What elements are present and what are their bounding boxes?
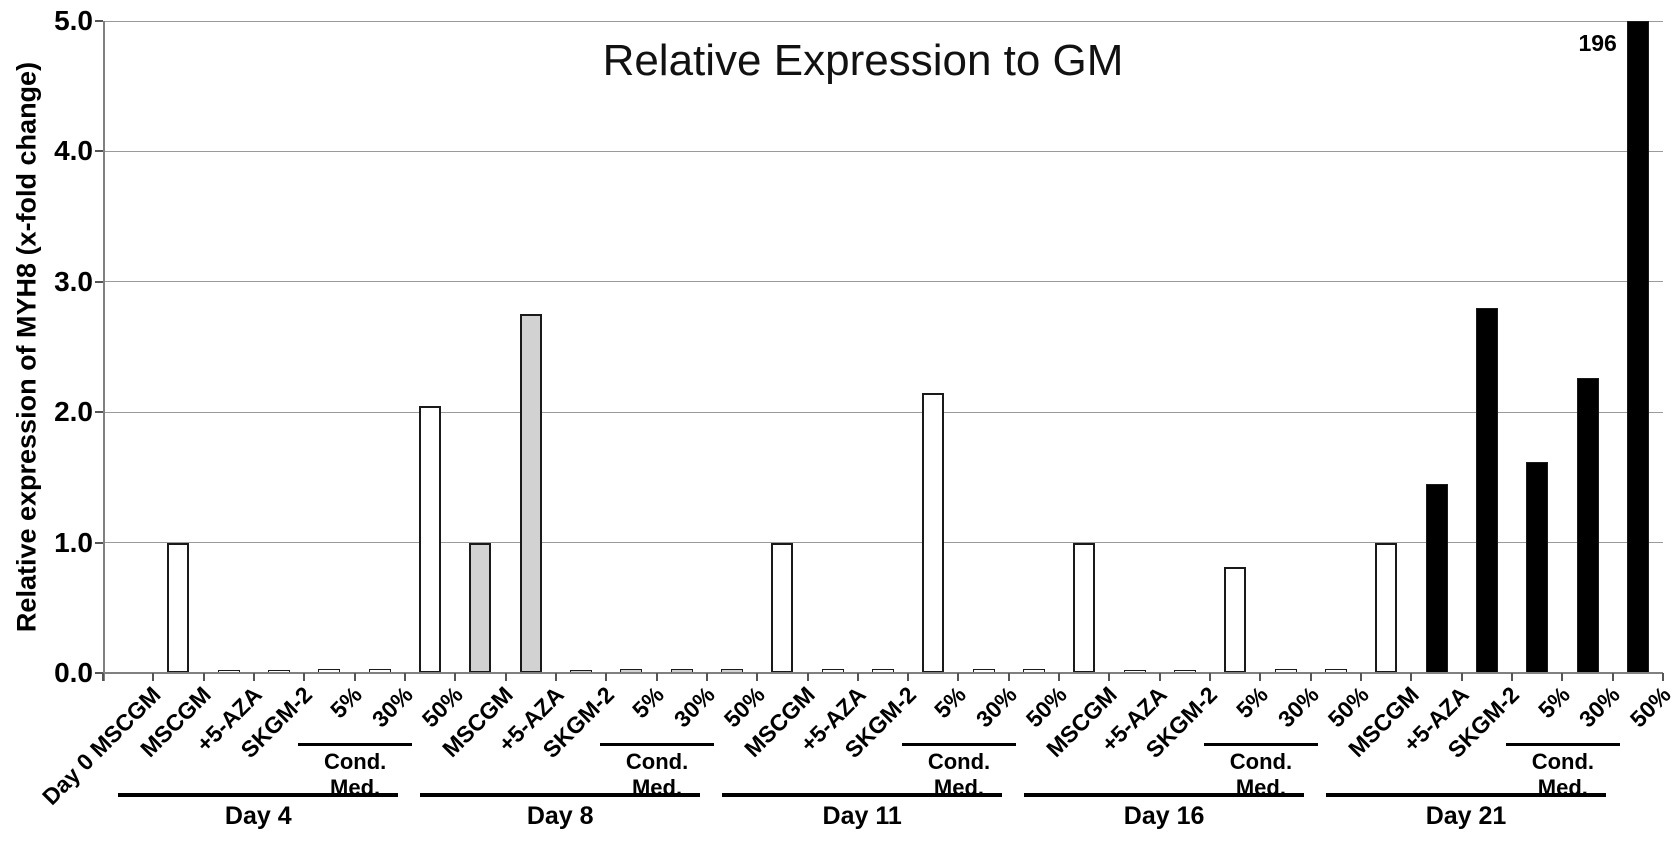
day-bracket-day-16 — [1024, 793, 1305, 797]
y-tick-label-5.0: 5.0 — [54, 5, 93, 36]
x-label-day-4-5: 5% — [325, 681, 368, 724]
day-bracket-day-11 — [722, 793, 1003, 797]
x-axis-tick — [705, 673, 708, 681]
day-label-day-16: Day 16 — [1123, 802, 1205, 830]
y-axis-tick-3.0 — [95, 280, 103, 283]
bar-day-8-mscgm — [469, 542, 492, 673]
bar-day-21-30 — [1576, 378, 1599, 673]
x-label-day-16-30: 30% — [1272, 681, 1324, 733]
bar-day-21-skgm-2 — [1475, 307, 1498, 673]
x-axis-tick — [1410, 673, 1413, 681]
bar-day-16-5 — [1224, 567, 1247, 673]
x-axis-tick — [303, 673, 306, 681]
y-tick-label-2.0: 2.0 — [54, 396, 93, 428]
x-label-day-11-30: 30% — [970, 681, 1022, 733]
x-axis-tick — [252, 673, 255, 681]
x-axis-tick — [1058, 673, 1061, 681]
x-axis-tick — [1611, 673, 1614, 681]
day-label-day-11: Day 11 — [822, 802, 902, 830]
y-tick-label-0.0: 0.0 — [54, 657, 93, 688]
x-axis-tick — [403, 673, 406, 681]
gridline-1.0 — [103, 542, 1663, 544]
x-label-day-8-30: 30% — [668, 681, 720, 733]
bar-day-8-5-aza — [519, 314, 542, 673]
x-label-day-11-5: 5% — [929, 681, 972, 724]
x-axis-tick — [1007, 673, 1010, 681]
x-label-day-16-5: 5% — [1231, 681, 1273, 724]
x-axis-tick — [1259, 673, 1262, 681]
day-label-day-8: Day 8 — [526, 802, 594, 830]
day-bracket-day-21 — [1326, 793, 1606, 797]
off-scale-value-label: 196 — [1578, 30, 1617, 56]
day-bracket-day-4 — [118, 793, 399, 797]
x-label-day-21-50: 50% — [1624, 681, 1676, 733]
y-tick-label-4.0: 4.0 — [54, 135, 93, 167]
day-bracket-day-8 — [420, 793, 701, 797]
y-axis-tick-0.0 — [95, 672, 103, 674]
x-label-day-8-5: 5% — [627, 681, 670, 724]
bar-day-16-mscgm — [1073, 542, 1096, 673]
x-axis-tick — [504, 673, 507, 681]
x-axis-tick — [1108, 673, 1111, 681]
x-label-day-21-30: 30% — [1574, 681, 1626, 733]
x-label-day-4-30: 30% — [366, 681, 418, 733]
x-axis-tick — [1662, 673, 1664, 681]
cond-med-bracket-day-4 — [298, 743, 412, 746]
x-axis-tick — [1511, 673, 1514, 681]
x-axis-tick — [454, 673, 457, 681]
cond-med-bracket-day-21 — [1506, 743, 1620, 746]
cond-med-bracket-day-16 — [1204, 743, 1318, 746]
gridline-2.0 — [103, 411, 1663, 413]
bar-day-21-5-aza — [1425, 483, 1448, 673]
day-label-day-4: Day 4 — [224, 802, 292, 830]
x-axis-tick — [202, 673, 205, 681]
x-axis-tick — [1360, 673, 1363, 681]
x-axis-tick — [605, 673, 608, 681]
y-axis-tick-5.0 — [95, 20, 103, 22]
gridline-3.0 — [103, 281, 1663, 283]
gridline-4.0 — [103, 150, 1663, 152]
bar-day-11-mscgm — [771, 542, 794, 673]
y-axis-tick-4.0 — [95, 150, 103, 153]
gridline-5.0 — [103, 20, 1663, 22]
x-axis-tick — [957, 673, 960, 681]
x-label-day-21-5: 5% — [1532, 681, 1575, 724]
y-tick-label-1.0: 1.0 — [54, 526, 93, 558]
y-axis-tick-2.0 — [95, 411, 103, 414]
x-axis-tick — [756, 673, 759, 681]
bar-day-21-50 — [1626, 21, 1649, 673]
cond-med-bracket-day-8 — [600, 743, 714, 746]
bar-day-4-50 — [419, 405, 442, 673]
y-axis-line — [103, 21, 105, 681]
x-axis-tick — [102, 673, 104, 681]
x-axis-tick — [1209, 673, 1212, 681]
x-axis-tick — [1309, 673, 1312, 681]
x-axis-tick — [907, 673, 910, 681]
bar-day-21-mscgm — [1375, 542, 1398, 673]
x-axis-tick — [554, 673, 557, 681]
x-axis-tick — [856, 673, 859, 681]
bar-day-4-mscgm — [167, 542, 190, 673]
bar-day-21-5 — [1526, 461, 1549, 673]
cond-med-bracket-day-11 — [902, 743, 1016, 746]
x-axis-tick — [655, 673, 658, 681]
x-axis-line — [103, 672, 1663, 674]
y-tick-label-3.0: 3.0 — [54, 265, 93, 297]
x-axis-tick — [152, 673, 155, 681]
day-label-day-21: Day 21 — [1425, 802, 1507, 830]
x-axis-tick — [1158, 673, 1161, 681]
x-axis-tick — [806, 673, 809, 681]
x-axis-tick — [1460, 673, 1463, 681]
bar-day-11-5 — [922, 392, 945, 673]
x-axis-tick — [353, 673, 356, 681]
chart-title: Relative Expression to GM — [602, 36, 1124, 85]
x-axis-tick — [1561, 673, 1564, 681]
y-axis-tick-1.0 — [95, 541, 103, 544]
